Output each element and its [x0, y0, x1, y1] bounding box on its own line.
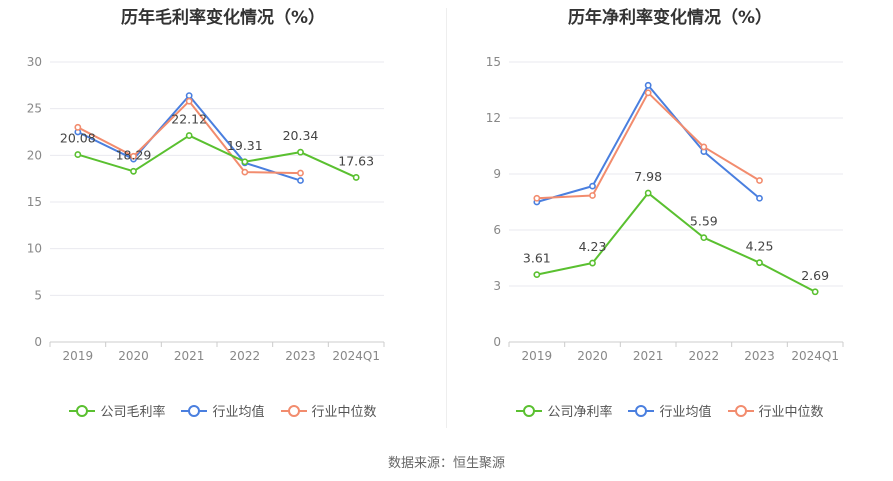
data-point — [74, 151, 82, 158]
data-label: 22.12 — [171, 112, 207, 127]
y-tick-label: 15 — [486, 55, 501, 69]
x-tick-label: 2022 — [230, 349, 261, 363]
data-point — [130, 167, 137, 175]
data-point — [811, 288, 819, 296]
data-point — [700, 234, 708, 242]
series-line-0 — [536, 192, 816, 293]
y-tick-label: 12 — [486, 111, 501, 125]
data-label: 18.29 — [116, 147, 152, 162]
data-point — [352, 174, 360, 181]
gross-margin-chart-panel: 历年毛利率变化情况（%） 0 5 10 15 20 25 30 2019 2020 2021 202… — [0, 0, 446, 440]
data-point — [589, 259, 596, 267]
x-tick-label: 2019 — [522, 349, 553, 363]
x-tick-label: 2020 — [577, 349, 608, 363]
x-tick-label: 2024Q1 — [791, 349, 839, 363]
chart-title-gross-margin: 历年毛利率变化情况（%） — [120, 8, 326, 28]
data-point — [700, 143, 708, 151]
data-point — [589, 182, 596, 190]
legend-item[interactable]: 行业均值 — [628, 401, 712, 420]
y-tick-label: 9 — [493, 167, 501, 181]
legend-line-marker-icon — [516, 404, 543, 418]
data-point — [644, 81, 652, 89]
x-tick-label: 2021 — [633, 349, 664, 363]
legend-item[interactable]: 行业均值 — [181, 401, 265, 420]
x-tick-label: 2019 — [63, 349, 94, 363]
legend-line-marker-icon — [727, 404, 754, 418]
y-tick-label: 30 — [27, 55, 42, 69]
legend-item[interactable]: 行业中位数 — [280, 401, 377, 420]
series-line-0 — [77, 134, 357, 179]
y-tick-label: 0 — [34, 335, 42, 349]
legend-item[interactable]: 公司净利率 — [516, 401, 612, 420]
net-margin-chart-panel: 历年净利率变化情况（%） 0 3 6 9 12 15 2019 2020 2021 2022 202… — [447, 0, 893, 440]
x-tick-label: 2022 — [689, 349, 720, 363]
x-tick-label: 2021 — [174, 349, 205, 363]
legend-item[interactable]: 行业中位数 — [727, 401, 824, 420]
data-label: 4.23 — [579, 239, 607, 254]
y-tick-label: 5 — [34, 288, 42, 302]
chart-title-net-margin: 历年净利率变化情况（%） — [567, 8, 773, 28]
data-point — [241, 168, 249, 176]
legend-label: 行业均值 — [659, 405, 712, 420]
data-label: 5.59 — [690, 214, 718, 229]
legend-label: 行业中位数 — [758, 405, 824, 420]
y-tick-label: 0 — [493, 335, 501, 349]
data-point — [589, 192, 596, 199]
legend-label: 公司毛利率 — [100, 405, 166, 420]
data-point — [756, 259, 763, 267]
y-tick-label: 15 — [27, 195, 42, 209]
gross-margin-legend: 公司毛利率 行业均值 行业中位数 — [0, 401, 446, 420]
data-label: 4.25 — [746, 239, 774, 254]
data-label: 7.98 — [634, 169, 662, 184]
y-tick-label: 6 — [493, 223, 501, 237]
data-point — [241, 158, 249, 166]
data-point — [756, 194, 763, 202]
legend-label: 行业均值 — [212, 405, 265, 420]
data-point — [644, 89, 652, 97]
x-tick-label: 2023 — [285, 349, 316, 363]
data-point — [644, 189, 652, 197]
legend-line-marker-icon — [280, 404, 307, 418]
gross-margin-line-chart: 0 5 10 15 20 25 30 2019 2020 2021 2022 2023 2024Q1 20… — [27, 55, 385, 363]
legend-label: 行业中位数 — [311, 405, 377, 420]
data-point — [185, 132, 193, 139]
data-label: 17.63 — [338, 153, 374, 168]
x-tick-label: 2024Q1 — [332, 349, 380, 363]
data-point — [74, 123, 82, 131]
y-tick-label: 3 — [493, 279, 501, 293]
net-margin-line-chart: 0 3 6 9 12 15 2019 2020 2021 2022 2023 2024Q1 3.61 4.… — [486, 55, 844, 363]
net-margin-legend: 公司净利率 行业均值 行业中位数 — [447, 401, 893, 420]
legend-line-marker-icon — [69, 404, 96, 418]
legend-label: 公司净利率 — [547, 405, 613, 420]
y-tick-label: 20 — [27, 148, 42, 162]
data-point — [533, 271, 541, 279]
data-point — [297, 148, 304, 156]
data-label: 2.69 — [801, 268, 829, 283]
legend-line-marker-icon — [181, 404, 208, 418]
series-line-1 — [536, 84, 761, 203]
y-tick-label: 10 — [27, 242, 42, 256]
data-source-note: 数据来源：恒生聚源 — [387, 456, 505, 471]
data-label: 20.34 — [283, 128, 319, 143]
x-tick-label: 2023 — [744, 349, 775, 363]
data-label: 19.31 — [227, 138, 263, 153]
data-label: 20.08 — [60, 131, 96, 146]
panel-divider — [446, 8, 447, 428]
data-point — [756, 177, 763, 184]
legend-item[interactable]: 公司毛利率 — [69, 401, 165, 420]
data-label: 3.61 — [523, 251, 551, 266]
y-tick-label: 25 — [27, 102, 42, 116]
data-point — [533, 194, 541, 202]
data-point — [130, 152, 137, 160]
legend-line-marker-icon — [628, 404, 655, 418]
data-point — [297, 177, 304, 184]
data-point — [185, 92, 193, 99]
data-point — [297, 169, 304, 177]
data-point — [185, 97, 193, 105]
x-tick-label: 2020 — [118, 349, 149, 363]
